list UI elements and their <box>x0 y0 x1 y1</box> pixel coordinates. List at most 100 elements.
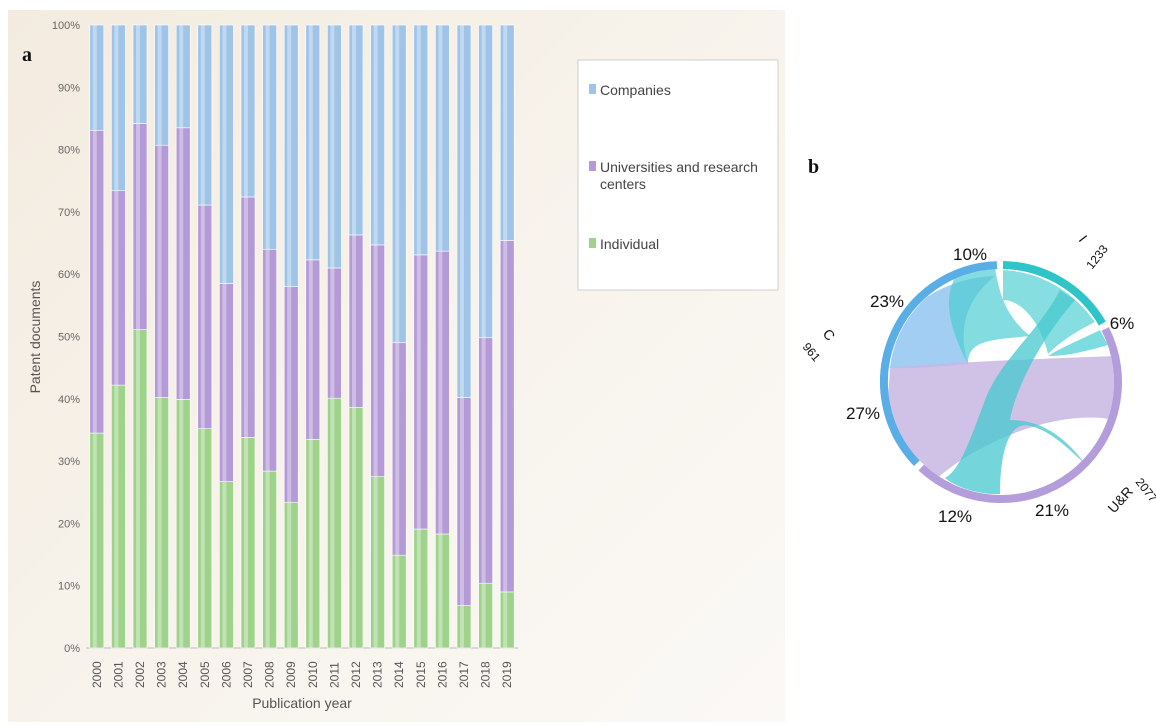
bar-highlight <box>460 25 464 398</box>
chord-c-self <box>890 276 995 369</box>
chord-group-label-ur: U&R <box>1104 483 1136 516</box>
bar-segment-companies-2003 <box>154 24 169 146</box>
bar-highlight <box>114 190 119 386</box>
bar-segment-companies-2012 <box>348 24 364 236</box>
legend: Companies Universities and research cente… <box>577 59 779 291</box>
bar-segment-companies-2013 <box>370 24 385 246</box>
bar-segment-companies-2009 <box>283 24 299 287</box>
bar-segment-companies-2016 <box>435 24 450 252</box>
x-tick-label: 2009 <box>284 661 298 688</box>
x-tick-label: 2013 <box>371 661 385 688</box>
x-tick-label: 2006 <box>219 661 233 688</box>
bar-highlight <box>265 25 270 250</box>
x-tick-label: 2018 <box>479 661 493 688</box>
bar-highlight <box>416 25 421 255</box>
bar-highlight <box>481 25 486 338</box>
bar-segment-companies-2014 <box>391 24 407 344</box>
bar-highlight <box>330 25 335 268</box>
bar-segment-companies-2018 <box>478 24 493 339</box>
bar-highlight <box>179 127 184 400</box>
chord-pct-label: 27% <box>846 404 880 423</box>
chord-arc-universities <box>918 327 1122 504</box>
bar-highlight <box>503 591 508 648</box>
x-tick-label: 2004 <box>176 661 190 688</box>
bar-segment-companies-2006 <box>219 24 234 284</box>
chord-pct-label: 21% <box>1035 501 1069 520</box>
y-tick-label: 80% <box>58 145 80 157</box>
chord-pct-label: 10% <box>953 245 987 264</box>
legend-swatch-individual <box>589 238 596 248</box>
legend-swatch-universities <box>589 161 596 171</box>
chord-group-value-i: 1233 <box>1083 242 1111 272</box>
x-tick-label: 2007 <box>241 661 255 688</box>
bar-highlight <box>179 399 184 648</box>
bar-highlight <box>416 254 421 530</box>
bar-highlight <box>352 234 356 408</box>
bar-segment-companies-2008 <box>262 24 277 250</box>
panel-a-label: a <box>22 44 32 66</box>
chord-group-value-c: 961 <box>800 340 824 365</box>
bar-segment-companies-2002 <box>132 24 148 124</box>
y-axis-label: Patent documents <box>27 281 43 394</box>
chord-i-c <box>949 269 1030 364</box>
bar-highlight <box>503 25 508 241</box>
bar-highlight <box>244 25 248 197</box>
x-tick-label: 2008 <box>263 661 277 688</box>
bar-highlight <box>308 439 313 648</box>
legend-box <box>577 59 779 291</box>
bar-highlight <box>287 286 292 503</box>
bar-highlight <box>92 433 97 648</box>
bar-highlight <box>265 471 270 648</box>
y-tick-label: 10% <box>58 581 80 593</box>
bar-highlight <box>244 437 248 648</box>
bar-highlight <box>352 407 356 648</box>
x-tick-label: 2014 <box>392 661 406 688</box>
bar-highlight <box>287 502 292 648</box>
y-tick-label: 20% <box>58 518 80 530</box>
bar-highlight <box>352 25 356 235</box>
bar-highlight <box>157 397 162 648</box>
x-tick-label: 2015 <box>414 661 428 688</box>
chord-i-self <box>1003 270 1095 354</box>
bar-highlight <box>200 25 205 206</box>
bar-highlight <box>157 145 162 398</box>
x-tick-label: 2000 <box>90 661 104 688</box>
bar-highlight <box>92 25 97 131</box>
bar-highlight <box>460 397 464 606</box>
bar-highlight <box>330 267 335 399</box>
bar-highlight <box>416 529 421 648</box>
chord-arc-companies <box>880 261 998 467</box>
chord-group-label-c: C <box>820 326 839 344</box>
bar-highlight <box>330 398 335 648</box>
bar-highlight <box>308 25 313 260</box>
chord-c-ur <box>888 356 1114 480</box>
bar-highlight <box>200 428 205 648</box>
bar-highlight <box>287 25 292 287</box>
bar-highlight <box>92 130 97 434</box>
legend-label-companies: Companies <box>600 82 671 98</box>
x-tick-label: 2017 <box>457 661 471 688</box>
panel-b-label: b <box>808 156 820 178</box>
chord-pct-label: 23% <box>870 292 904 311</box>
chord-i-ur-tip <box>1048 330 1108 356</box>
x-tick-label: 2016 <box>435 661 449 688</box>
x-tick-label: 2010 <box>306 661 320 688</box>
bar-highlight <box>395 555 400 648</box>
bar-segment-companies-2001 <box>111 24 126 192</box>
legend-swatch-companies <box>589 84 596 94</box>
bar-highlight <box>438 251 443 534</box>
bar-highlight <box>114 385 119 648</box>
bar-segment-companies-2007 <box>240 24 256 198</box>
x-tick-label: 2001 <box>111 661 125 688</box>
x-tick-label: 2019 <box>500 661 514 688</box>
bar-highlight <box>222 481 227 648</box>
x-tick-label: 2003 <box>155 661 169 688</box>
x-tick-label: 2002 <box>133 661 147 688</box>
bar-highlight <box>114 25 119 191</box>
chord-arc-individual <box>1002 261 1106 326</box>
x-tick-label: 2005 <box>198 661 212 688</box>
chord-i-ur <box>945 290 1085 495</box>
bar-highlight <box>136 25 140 124</box>
bar-highlight <box>373 476 378 648</box>
legend-label-individual: Individual <box>600 236 659 252</box>
